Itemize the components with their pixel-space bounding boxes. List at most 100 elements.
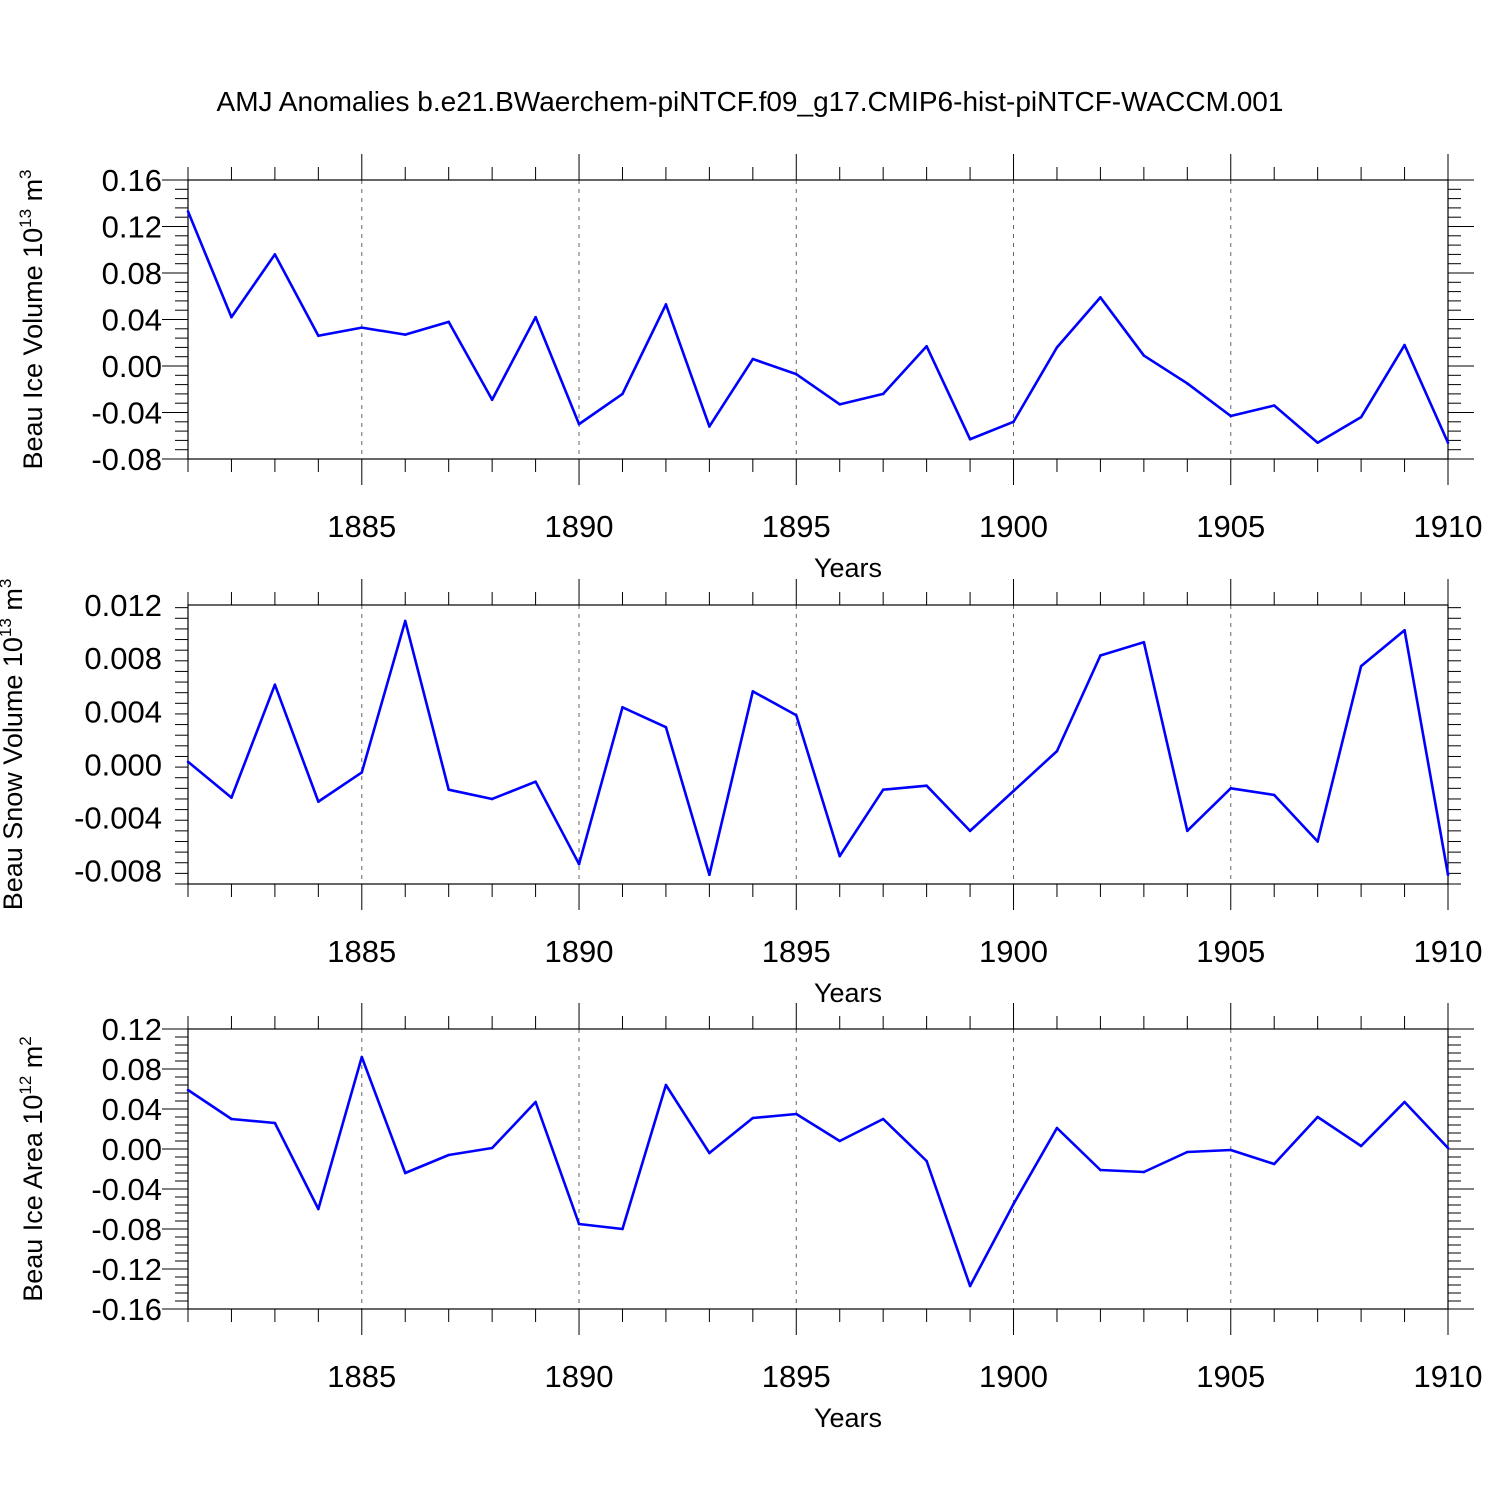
data-point [1012,420,1015,424]
data-point [447,1153,450,1157]
x-tick-label: 1890 [545,509,614,544]
data-point [1446,873,1450,876]
y-tick-label: 0.12 [102,210,162,245]
data-point [1186,382,1189,385]
plot-frame [187,604,1449,885]
x-tick-label: 1910 [1414,934,1483,969]
data-point [577,862,581,866]
data-point [838,1139,842,1143]
data-point [1359,1144,1363,1148]
y-tick-label: 0.04 [102,303,162,338]
data-point [1186,829,1189,833]
x-axis-label: Years [814,553,882,583]
data-point [881,1117,885,1121]
y-tick-label: 0.16 [102,163,162,198]
y-tick-label: 0.08 [102,1052,162,1087]
x-tick-label: 1900 [979,509,1048,544]
series-line [187,1055,1449,1288]
data-point [230,796,233,799]
y-tick-label: 0.04 [102,1092,162,1127]
x-tick-label: 1905 [1196,934,1265,969]
data-point [838,403,842,406]
data-point [1142,1170,1146,1174]
x-axis-label: Years [814,1403,882,1433]
y-tick-label: 0.00 [102,1132,162,1167]
data-point [751,690,755,693]
data-point [1055,1126,1059,1130]
data-point [1229,414,1233,418]
data-point [360,771,364,774]
data-point [621,1227,624,1231]
data-point [1403,1100,1406,1104]
data-point [664,303,668,306]
data-point [534,315,537,319]
data-point [1186,1150,1189,1154]
data-point [1055,749,1059,753]
data-point [186,760,190,764]
data-point [621,392,624,396]
x-tick-label: 1910 [1414,1359,1483,1394]
data-point [577,1222,581,1226]
series-line [187,619,1450,877]
data-point [925,344,928,348]
data-point [925,784,928,787]
y-axis-label: Beau Ice Volume 1013 m3 [16,169,48,469]
x-tick-label: 1895 [762,509,831,544]
data-point [968,1284,972,1288]
data-point [1229,787,1233,790]
x-tick-label: 1900 [979,934,1048,969]
data-point [1359,415,1363,419]
x-tick-label: 1890 [545,934,614,969]
data-point [1272,793,1276,797]
x-tick-label: 1900 [979,1359,1048,1394]
data-point [317,1207,320,1211]
data-point [360,1055,364,1059]
data-point [968,829,972,833]
data-point [1446,441,1450,445]
data-point [534,1100,537,1104]
plot-frame [187,1028,1449,1310]
data-point [490,398,494,402]
data-point [1446,1146,1450,1150]
y-tick-label: -0.04 [91,1172,162,1207]
data-point [1229,1148,1233,1152]
chart-panel-1: 0.16 0.12 0.08 0.04 0.00 -0.04 -0.08 1885 1890 18… [16,154,1482,583]
y-tick-label: -0.04 [91,396,162,431]
data-point [1099,296,1102,299]
data-point [447,788,450,791]
y-tick-label: -0.08 [91,1212,162,1247]
data-point [1403,343,1406,347]
data-point [925,1159,928,1163]
data-point [751,1116,755,1120]
data-point [708,873,711,876]
data-point [708,425,711,428]
data-point [490,1146,494,1150]
data-point [794,1112,798,1116]
data-point [403,1171,407,1175]
data-point [490,797,494,801]
x-tick-label: 1895 [762,1359,831,1394]
data-point [273,253,277,256]
x-tick-label: 1885 [327,934,396,969]
y-axis-label: Beau Ice Area 1012 m2 [16,1036,48,1302]
data-point [230,315,233,319]
series-line [186,210,1450,445]
y-tick-label: 0.12 [102,1012,162,1047]
data-point [621,706,624,709]
data-point [1272,1162,1276,1166]
y-tick-label: 0.008 [84,641,162,676]
y-tick-label: 0.00 [102,349,162,384]
x-tick-label: 1905 [1196,1359,1265,1394]
data-point [186,210,190,213]
x-tick-label: 1890 [545,1359,614,1394]
data-point [1316,840,1319,843]
data-point [1012,1202,1015,1206]
data-point [447,320,450,324]
x-tick-label: 1885 [327,1359,396,1394]
data-point [534,780,537,783]
data-point [1099,654,1102,657]
data-point [1012,789,1015,793]
data-point [230,1117,233,1121]
